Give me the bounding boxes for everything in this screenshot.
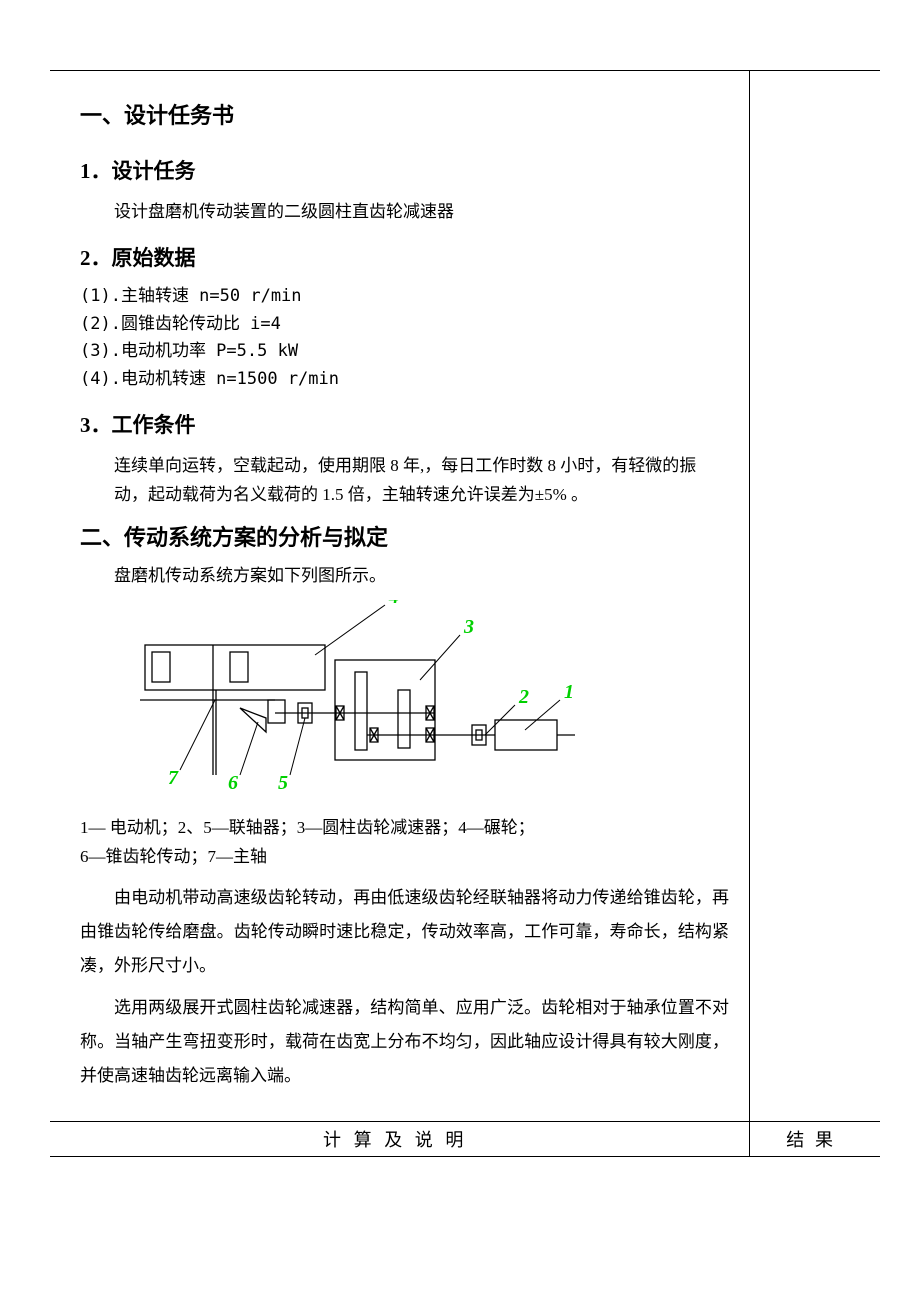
data-item: (3).电动机功率 P=5.5 kW (80, 339, 729, 365)
svg-text:7: 7 (168, 767, 179, 789)
legend-line2: 6—锥齿轮传动；7—主轴 (80, 847, 267, 866)
svg-text:5: 5 (278, 772, 288, 794)
svg-text:4: 4 (388, 600, 399, 608)
legend-line1: 1— 电动机；2、5—联轴器；3—圆柱齿轮减速器；4—碾轮； (80, 818, 535, 837)
svg-text:6: 6 (228, 772, 238, 794)
content-left: 一、设计任务书 1．设计任务 设计盘磨机传动装置的二级圆柱直齿轮减速器 2．原始… (50, 71, 750, 1121)
content-right (750, 71, 880, 1121)
section1-title: 一、设计任务书 (80, 99, 729, 132)
footer-right: 结果 (750, 1122, 880, 1156)
footer-row: 计算及说明 结果 (50, 1121, 880, 1157)
svg-text:2: 2 (518, 686, 529, 708)
diagram-legend: 1— 电动机；2、5—联轴器；3—圆柱齿轮减速器；4—碾轮； 6—锥齿轮传动；7… (80, 814, 729, 872)
section2-intro: 盘磨机传动系统方案如下列图所示。 (80, 562, 729, 589)
data-item: (2).圆锥齿轮传动比 i=4 (80, 312, 729, 338)
sub1-heading: 1．设计任务 (80, 156, 729, 188)
content-row: 一、设计任务书 1．设计任务 设计盘磨机传动装置的二级圆柱直齿轮减速器 2．原始… (50, 71, 880, 1121)
svg-text:3: 3 (463, 616, 474, 638)
sub2-heading: 2．原始数据 (80, 243, 729, 275)
data-item: (1).主轴转速 n=50 r/min (80, 284, 729, 310)
sub1-text: 设计盘磨机传动装置的二级圆柱直齿轮减速器 (80, 198, 729, 225)
footer-left: 计算及说明 (50, 1122, 750, 1156)
schematic-svg: 1 2 3 4 5 6 7 (120, 600, 600, 795)
section2-title: 二、传动系统方案的分析与拟定 (80, 521, 729, 554)
para1: 由电动机带动高速级齿轮转动，再由低速级齿轮经联轴器将动力传递给锥齿轮，再由锥齿轮… (80, 881, 729, 983)
sub3-heading: 3．工作条件 (80, 410, 729, 442)
para2: 选用两级展开式圆柱齿轮减速器，结构简单、应用广泛。齿轮相对于轴承位置不对称。当轴… (80, 991, 729, 1093)
transmission-diagram: 1 2 3 4 5 6 7 (120, 600, 729, 800)
page-root: 一、设计任务书 1．设计任务 设计盘磨机传动装置的二级圆柱直齿轮减速器 2．原始… (0, 0, 920, 1197)
sub3-text: 连续单向运转，空载起动，使用期限 8 年,，每日工作时数 8 小时，有轻微的振动… (114, 452, 729, 510)
data-item: (4).电动机转速 n=1500 r/min (80, 367, 729, 393)
frame: 一、设计任务书 1．设计任务 设计盘磨机传动装置的二级圆柱直齿轮减速器 2．原始… (50, 70, 880, 1157)
svg-text:1: 1 (564, 681, 574, 703)
